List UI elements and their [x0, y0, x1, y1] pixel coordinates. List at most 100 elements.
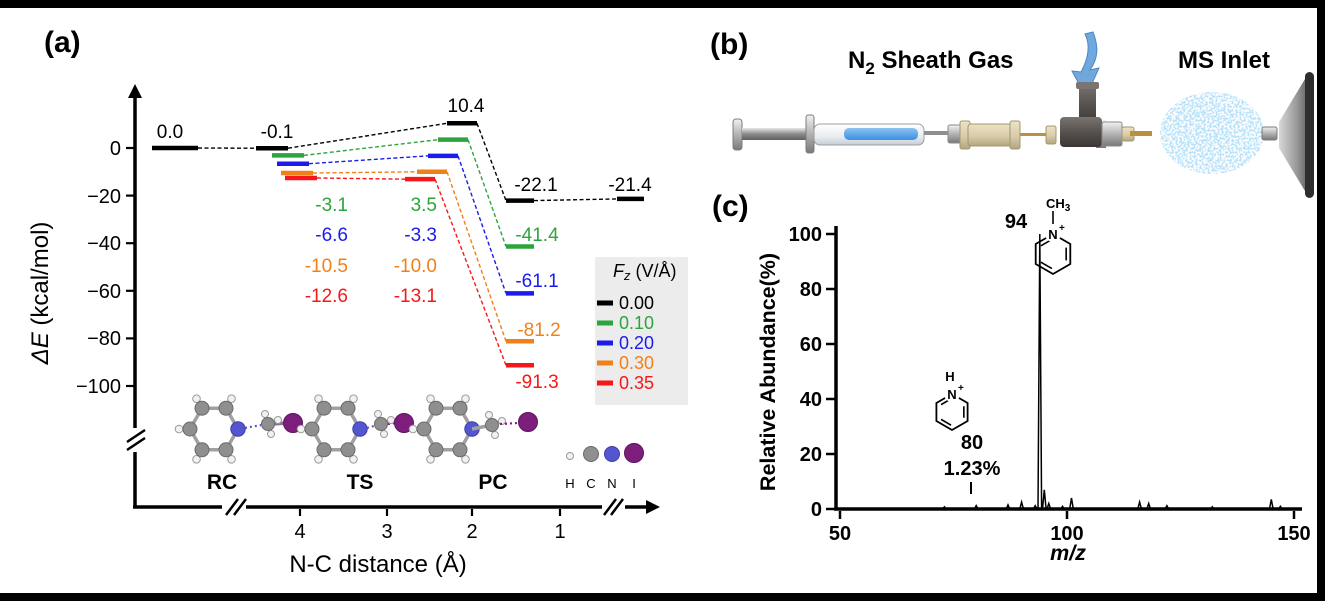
c-y-ticks — [826, 232, 836, 511]
ring-80 — [935, 392, 969, 432]
c-atom — [218, 442, 234, 458]
frame-border-top — [0, 0, 1325, 8]
level-label-rc-red: -12.6 — [305, 286, 348, 307]
ring-94-double-bond — [1040, 261, 1053, 270]
level-label-pc-black: -22.1 — [514, 175, 557, 196]
ring-80-n-gap — [944, 386, 960, 402]
c-atom — [194, 400, 210, 416]
iodine-sphere-icon — [624, 443, 644, 463]
c-i-dotted-bond — [499, 421, 519, 426]
c-ytick-20: 20 — [800, 444, 822, 466]
level-label-ts-blue: -3.3 — [404, 225, 437, 246]
capillary-union — [947, 120, 1057, 150]
connector-rc-ts — [312, 171, 418, 174]
level-label-ts-black: 10.4 — [448, 96, 485, 117]
atom-label-i: I — [632, 476, 636, 491]
connector-rc-ts — [316, 177, 406, 180]
panel-b-label: (b) — [710, 28, 748, 61]
h-atom — [261, 410, 269, 418]
tee-stem — [1079, 84, 1096, 126]
hydrogen-sphere-icon — [566, 452, 574, 460]
legend-entry-2: 0.20 — [619, 333, 654, 353]
a-y-axis-break-icon — [126, 428, 146, 444]
panel-a-label: (a) — [44, 26, 81, 59]
ms-inlet-label: MS Inlet — [1178, 47, 1270, 74]
ms-inlet-funnel — [1261, 72, 1314, 198]
connector-ts-pc — [476, 123, 507, 201]
h-atom — [314, 455, 323, 464]
ring-94 — [1034, 232, 1072, 276]
connector-pc-separated — [533, 198, 618, 202]
carbon-sphere-icon — [583, 446, 599, 462]
level-label-ts-red: -13.1 — [394, 286, 437, 307]
i-atom — [518, 412, 538, 432]
h-atom — [461, 455, 470, 464]
c-ytick-40: 40 — [800, 389, 822, 411]
atom-label-n: N — [607, 476, 616, 491]
a-x-axis-break-icon — [610, 498, 624, 516]
legend-entry-4: 0.35 — [619, 373, 654, 393]
energy-levels — [152, 120, 644, 368]
level-label-ts-green: 3.5 — [411, 195, 437, 216]
level-label-pc-blue: -61.1 — [515, 271, 558, 292]
level-label-rc-green: -3.1 — [315, 195, 348, 216]
syringe-needle — [924, 131, 950, 135]
legend-entry-1: 0.10 — [619, 313, 654, 333]
h-atom — [374, 410, 382, 418]
c-atom — [374, 417, 388, 431]
legend-background — [595, 257, 688, 405]
inlet-cone — [1279, 74, 1308, 196]
c-atom — [485, 418, 499, 432]
syringe-liquid — [844, 128, 918, 140]
mol80-n-label: N — [947, 387, 956, 402]
a-xtick-4: 4 — [294, 521, 305, 543]
molecule-structures — [174, 394, 538, 464]
a-xtick-3: 3 — [381, 521, 392, 543]
level-label-rc-free: 0.0 — [157, 122, 183, 143]
connector-rc-ts — [308, 155, 429, 165]
station-label-pc: PC — [478, 471, 507, 494]
connector-ts-pc — [467, 139, 507, 247]
h-atom — [380, 430, 388, 438]
level-label-pc-orange: -81.2 — [517, 320, 560, 341]
legend-entry-0: 0.00 — [619, 293, 654, 313]
tee-body — [1060, 117, 1102, 147]
a-ytick-1: −20 — [87, 186, 121, 208]
level-label-ts-orange: -10.0 — [394, 256, 437, 277]
c-atom — [340, 400, 356, 416]
c-atom — [182, 421, 198, 437]
frame-border-right — [1317, 0, 1325, 601]
h-atom — [227, 394, 236, 403]
sheath-gas-label: N2 Sheath Gas — [848, 47, 1014, 78]
a-x-axis-break-icon — [233, 498, 247, 516]
syringe — [732, 114, 950, 154]
c-atom — [452, 400, 468, 416]
inlet-nozzle — [1261, 126, 1278, 141]
c-atom — [194, 442, 210, 458]
level-label-rc-black: -0.1 — [261, 122, 294, 143]
c-atom — [316, 442, 332, 458]
ring-94-n-gap — [1045, 226, 1061, 242]
c-x-ticks — [838, 511, 1296, 519]
c-atom — [261, 417, 275, 431]
panel-c-label: (c) — [712, 190, 749, 223]
a-x-ticks — [298, 509, 562, 516]
c-y-axis-title: Relative Abundance(%) — [756, 253, 780, 491]
a-xtick-2: 2 — [466, 521, 477, 543]
h-atom — [426, 455, 435, 464]
connector-ts-pc — [457, 155, 507, 294]
a-x-axis-break-icon — [225, 498, 239, 516]
a-y-ticks — [126, 146, 135, 388]
tee-nut — [1045, 125, 1057, 145]
level-label-rc-blue: -6.6 — [315, 225, 348, 246]
c-atom — [316, 400, 332, 416]
fused-silica-capillary — [1020, 133, 1048, 136]
inlet-cone-rim — [1305, 72, 1314, 198]
station-label-ts: TS — [347, 471, 374, 494]
spectrum-path — [836, 233, 1300, 510]
atom-legend: H C N I — [565, 443, 644, 491]
connector-rc-ts — [303, 138, 439, 157]
